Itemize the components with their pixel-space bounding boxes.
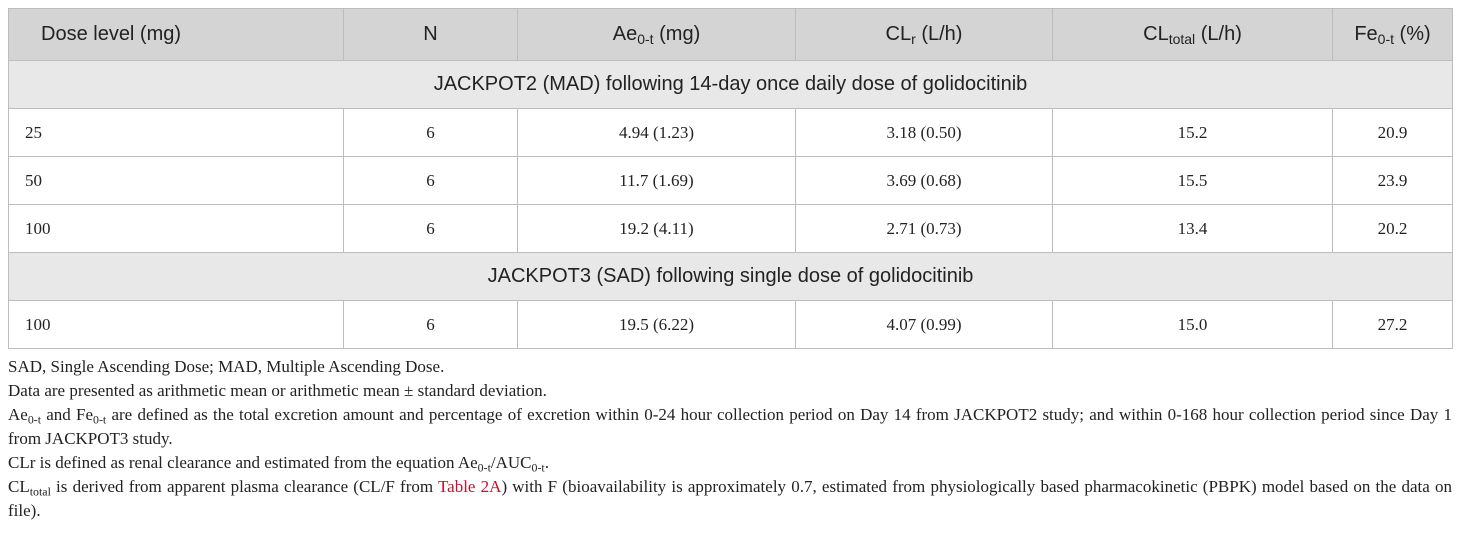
text-run: and Fe <box>41 405 94 424</box>
text-run: ) with F (bioavailability is approximate… <box>8 477 1452 520</box>
footnote: Data are presented as arithmetic mean or… <box>8 379 1452 403</box>
text-run: CL <box>8 477 30 496</box>
text-run: CL <box>885 23 912 45</box>
footnote: CLr is defined as renal clearance and es… <box>8 451 1452 475</box>
cell: 25 <box>8 108 344 157</box>
footnote: SAD, Single Ascending Dose; MAD, Multipl… <box>8 355 1452 379</box>
cell: 100 <box>8 300 344 349</box>
table-figure: Dose level (mg) N Ae0-t (mg) CLr (L/h) CLtot… <box>8 8 1453 523</box>
cell: 13.4 <box>1052 204 1333 253</box>
footnote: CLtotal is derived from apparent plasma … <box>8 475 1452 523</box>
cell: 6 <box>343 204 518 253</box>
cell: 4.94 (1.23) <box>517 108 796 157</box>
data-row: 100 6 19.5 (6.22) 4.07 (0.99) 15.0 27.2 <box>8 300 1453 349</box>
text-run: (L/h) <box>915 23 963 45</box>
subscript: 0-t <box>93 412 107 427</box>
cell: 50 <box>8 156 344 205</box>
cell: 6 <box>343 108 518 157</box>
subscript: r <box>911 31 916 48</box>
cell: 6 <box>343 156 518 205</box>
subscript: total <box>29 484 51 499</box>
section-label: JACKPOT2 (MAD) following 14-day once dai… <box>8 60 1453 109</box>
subscript: 0-t <box>531 460 545 475</box>
cell: 19.2 (4.11) <box>517 204 796 253</box>
cell: 4.07 (0.99) <box>795 300 1053 349</box>
cell: 100 <box>8 204 344 253</box>
data-row: 50 6 11.7 (1.69) 3.69 (0.68) 15.5 23.9 <box>8 156 1453 205</box>
text-run: Dose level (mg) <box>41 23 182 45</box>
subscript: 0-t <box>637 31 654 48</box>
text-run: Fe <box>1354 23 1378 45</box>
section-label: JACKPOT3 (SAD) following single dose of … <box>8 252 1453 301</box>
header-row: Dose level (mg) N Ae0-t (mg) CLr (L/h) CLtot… <box>8 8 1453 61</box>
text-run: CL <box>1143 23 1169 45</box>
cell: 27.2 <box>1332 300 1453 349</box>
cell: 19.5 (6.22) <box>517 300 796 349</box>
footnotes: SAD, Single Ascending Dose; MAD, Multipl… <box>8 355 1452 523</box>
link[interactable]: Table 2A <box>437 477 502 496</box>
cell: 11.7 (1.69) <box>517 156 796 205</box>
cell: 2.71 (0.73) <box>795 204 1053 253</box>
text-run: are defined as the total excretion amoun… <box>8 405 1452 448</box>
text-run: Ae <box>8 405 28 424</box>
data-row: 100 6 19.2 (4.11) 2.71 (0.73) 13.4 20.2 <box>8 204 1453 253</box>
cell: 6 <box>343 300 518 349</box>
section-row: JACKPOT2 (MAD) following 14-day once dai… <box>8 60 1453 109</box>
column-header: Dose level (mg) <box>8 8 344 61</box>
text-run: (mg) <box>653 23 701 45</box>
subscript: 0-t <box>27 412 42 427</box>
column-header: Fe0-t (%) <box>1332 8 1453 61</box>
text-run: Data are presented as arithmetic mean or… <box>8 381 547 400</box>
column-header: N <box>343 8 518 61</box>
subscript: total <box>1168 31 1196 48</box>
text-run: (%) <box>1394 23 1431 45</box>
cell: 23.9 <box>1332 156 1453 205</box>
text-run: SAD, Single Ascending Dose; MAD, Multipl… <box>8 357 445 376</box>
cell: 3.18 (0.50) <box>795 108 1053 157</box>
column-header: Ae0-t (mg) <box>517 8 796 61</box>
cell: 15.2 <box>1052 108 1333 157</box>
section-row: JACKPOT3 (SAD) following single dose of … <box>8 252 1453 301</box>
column-header: CLtotal (L/h) <box>1052 8 1333 61</box>
subscript: 0-t <box>1377 31 1394 48</box>
data-row: 25 6 4.94 (1.23) 3.18 (0.50) 15.2 20.9 <box>8 108 1453 157</box>
cell: 3.69 (0.68) <box>795 156 1053 205</box>
text-run: CLr is defined as renal clearance and es… <box>8 453 478 472</box>
text-run: is derived from apparent plasma clearanc… <box>50 477 438 496</box>
footnote: Ae0-t and Fe0-t are defined as the total… <box>8 403 1452 451</box>
text-run: . <box>544 453 549 472</box>
data-table: Dose level (mg) N Ae0-t (mg) CLr (L/h) CLtot… <box>8 8 1453 349</box>
text-run: Ae <box>612 23 638 45</box>
cell: 20.2 <box>1332 204 1453 253</box>
text-run: (L/h) <box>1195 23 1242 45</box>
column-header: CLr (L/h) <box>795 8 1053 61</box>
text-run: /AUC <box>490 453 532 472</box>
cell: 15.5 <box>1052 156 1333 205</box>
cell: 20.9 <box>1332 108 1453 157</box>
subscript: 0-t <box>477 460 491 475</box>
table-body: JACKPOT2 (MAD) following 14-day once dai… <box>8 60 1453 349</box>
text-run: N <box>423 23 438 45</box>
cell: 15.0 <box>1052 300 1333 349</box>
